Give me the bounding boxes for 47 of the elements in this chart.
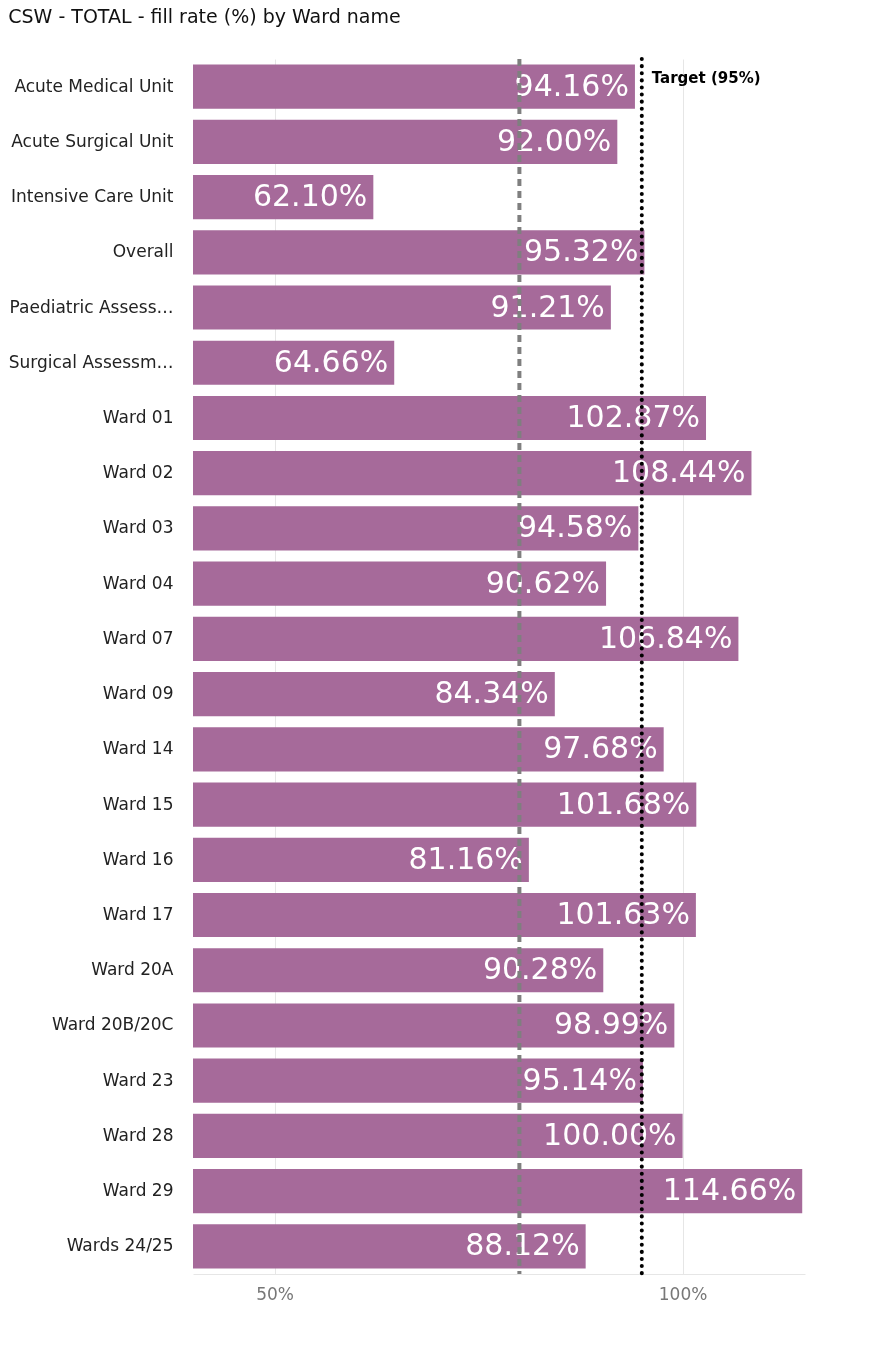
y-tick-label: Surgical Assessm… xyxy=(8,351,174,372)
y-tick-label: Paediatric Assess… xyxy=(9,296,174,317)
x-tick-label: 100% xyxy=(658,1283,708,1304)
y-tick-label: Ward 07 xyxy=(102,627,174,648)
data-label: 101.63% xyxy=(556,896,690,932)
y-tick-label: Ward 29 xyxy=(102,1180,174,1201)
y-tick-label: Ward 16 xyxy=(102,848,174,869)
data-label: 98.99% xyxy=(553,1006,669,1042)
y-tick-label: Ward 20B/20C xyxy=(51,1014,174,1035)
data-label: 95.14% xyxy=(522,1061,637,1097)
y-tick-label: Ward 02 xyxy=(102,462,174,483)
data-label: 90.28% xyxy=(482,951,598,987)
data-label: 106.84% xyxy=(598,619,733,655)
y-tick-label: Intensive Care Unit xyxy=(10,186,174,207)
y-tick-label: Acute Medical Unit xyxy=(14,75,174,96)
data-label: 114.66% xyxy=(662,1172,797,1208)
y-tick-label: Ward 14 xyxy=(102,738,174,759)
ref-line-label: Target (95%) xyxy=(651,69,761,87)
y-tick-label: Acute Surgical Unit xyxy=(11,130,174,151)
data-label: 94.58% xyxy=(517,509,633,545)
data-label: 94.16% xyxy=(514,67,629,103)
data-label: 102.87% xyxy=(566,398,701,434)
data-label: 101.68% xyxy=(556,785,691,821)
chart-title: CSW - TOTAL - fill rate (%) by Ward name xyxy=(8,5,401,27)
y-tick-label: Ward 23 xyxy=(102,1069,174,1090)
y-tick-label: Ward 01 xyxy=(102,406,174,427)
data-label: 64.66% xyxy=(273,343,389,379)
data-label: 108.44% xyxy=(611,454,746,490)
y-tick-label: Ward 15 xyxy=(102,793,174,814)
data-label: 95.32% xyxy=(524,233,639,269)
y-tick-label: Ward 17 xyxy=(102,904,174,925)
data-label: 90.62% xyxy=(485,564,601,600)
y-tick-label: Ward 04 xyxy=(102,572,174,593)
data-label: 84.34% xyxy=(434,675,549,711)
data-label: 92.00% xyxy=(496,122,612,158)
y-tick-label: Ward 09 xyxy=(102,683,174,704)
y-tick-label: Ward 20A xyxy=(91,959,174,980)
y-tick-label: Ward 28 xyxy=(102,1124,174,1145)
data-label: 62.10% xyxy=(252,178,368,214)
y-tick-label: Ward 03 xyxy=(102,517,174,538)
data-label: 97.68% xyxy=(543,730,658,766)
y-tick-label: Overall xyxy=(112,241,174,262)
data-label: 81.16% xyxy=(408,840,523,876)
y-tick-label: Wards 24/25 xyxy=(66,1235,174,1256)
data-label: 88.12% xyxy=(465,1227,580,1263)
data-label: 100.00% xyxy=(543,1116,677,1152)
x-tick-label: 50% xyxy=(256,1283,294,1304)
